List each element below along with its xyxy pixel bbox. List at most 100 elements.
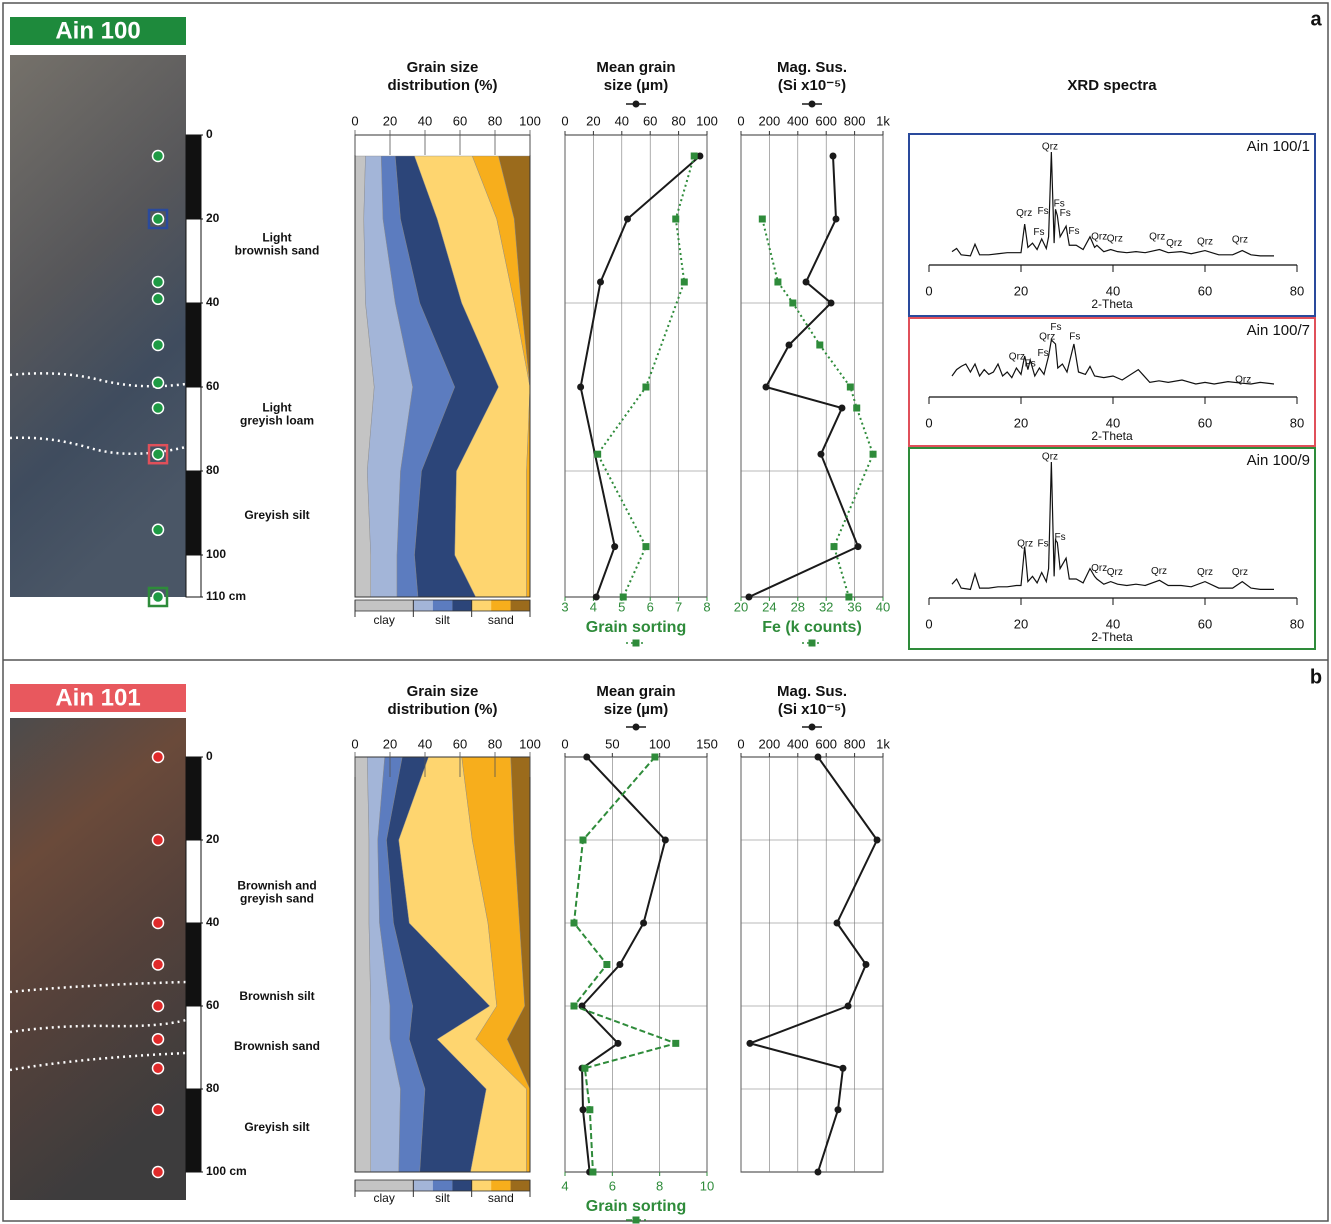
marker: [579, 837, 586, 844]
peak-label: Qrz: [1091, 231, 1107, 242]
marker: [672, 216, 679, 223]
marker: [838, 405, 845, 412]
x-tick-label: 60: [453, 113, 467, 128]
panel-letter: b: [1310, 666, 1322, 688]
depth-label: 60: [206, 379, 220, 393]
sample-point: [153, 1034, 164, 1045]
layer-label: brownish sand: [235, 244, 320, 258]
depth-label: 80: [206, 1081, 220, 1095]
x2-tick-label: 40: [876, 599, 890, 614]
x-tick-label: 20: [1014, 616, 1028, 631]
marker: [833, 920, 840, 927]
x-tick-label: 80: [1290, 415, 1304, 430]
x-tick-label: 0: [925, 415, 932, 430]
x2-tick-label: 8: [656, 1178, 663, 1193]
x2-tick-label: 6: [609, 1178, 616, 1193]
marker: [803, 279, 810, 286]
layer-label: Greyish silt: [244, 1120, 309, 1134]
depth-bar: [186, 1089, 201, 1172]
xrd-sample-title: Ain 100/9: [1247, 452, 1310, 469]
peak-label: Qrz: [1017, 539, 1033, 550]
peak-label: Fs: [1068, 226, 1079, 237]
peak-label: Fs: [1069, 331, 1080, 342]
xrd-sample-title: Ain 100/1: [1247, 138, 1310, 155]
depth-label: 80: [206, 463, 220, 477]
x-tick-label: 40: [418, 736, 432, 751]
marker: [594, 451, 601, 458]
peak-label: Qrz: [1166, 238, 1182, 249]
sample-point: [153, 449, 164, 460]
layer-label: Greyish silt: [244, 508, 309, 522]
legend-label: clay: [373, 613, 394, 627]
site-label: Ain 101: [55, 684, 140, 711]
marker: [642, 384, 649, 391]
x2-tick-label: 7: [675, 599, 682, 614]
marker: [845, 594, 852, 601]
marker: [579, 1106, 586, 1113]
x2-tick-label: 36: [847, 599, 861, 614]
marker: [651, 754, 658, 761]
x-tick-label: 20: [1014, 415, 1028, 430]
peak-label: Qrz: [1042, 141, 1058, 152]
marker: [828, 300, 835, 307]
legend-marker: [633, 640, 640, 647]
marker: [814, 754, 821, 761]
layer-label: Light: [262, 231, 291, 245]
depth-bar: [186, 757, 201, 840]
chart-title: (Si x10⁻⁵): [778, 701, 846, 718]
chart-title: (Si x10⁻⁵): [778, 77, 846, 94]
marker: [616, 961, 623, 968]
marker: [855, 543, 862, 550]
layer-label: greyish loam: [240, 414, 314, 428]
peak-label: Fs: [1025, 359, 1036, 370]
marker: [762, 384, 769, 391]
x-tick-label: 80: [488, 736, 502, 751]
peak-label: Qrz: [1197, 237, 1213, 248]
x-tick-label: 600: [815, 736, 837, 751]
peak-label: Fs: [1038, 348, 1049, 359]
chart-title: Mean grain: [596, 59, 675, 76]
marker: [691, 153, 698, 160]
depth-label: 20: [206, 832, 220, 846]
xrd-sample-title: Ain 100/7: [1247, 322, 1310, 339]
legend-swatch: [355, 600, 413, 611]
layer-label: Brownish silt: [239, 989, 314, 1003]
sample-point: [153, 214, 164, 225]
sample-point: [153, 524, 164, 535]
marker: [672, 1040, 679, 1047]
marker: [831, 543, 838, 550]
marker: [570, 1003, 577, 1010]
legend-marker: [633, 101, 640, 108]
marker: [662, 837, 669, 844]
marker: [611, 543, 618, 550]
marker: [862, 961, 869, 968]
peak-label: Qrz: [1235, 375, 1251, 386]
marker: [597, 279, 604, 286]
x-tick-label: 600: [815, 113, 837, 128]
sample-point: [153, 1063, 164, 1074]
legend-swatch: [413, 600, 432, 611]
x-tick-label: 1k: [876, 736, 890, 751]
sample-point: [153, 403, 164, 414]
legend-label: sand: [488, 613, 514, 627]
x-tick-label: 80: [671, 113, 685, 128]
marker: [814, 1169, 821, 1176]
depth-bar: [186, 387, 201, 471]
marker: [785, 342, 792, 349]
x-axis-title: 2-Theta: [1091, 630, 1133, 644]
legend-label: sand: [488, 1191, 514, 1205]
layer-label: greyish sand: [240, 892, 314, 906]
depth-label: 60: [206, 998, 220, 1012]
x-tick-label: 20: [1014, 283, 1028, 298]
marker: [583, 754, 590, 761]
x-axis-title: 2-Theta: [1091, 297, 1133, 311]
layer-label: Light: [262, 401, 291, 415]
legend-swatch: [413, 1180, 432, 1191]
peak-label: Qrz: [1232, 567, 1248, 578]
chart-title: Mean grain: [596, 683, 675, 700]
x-tick-label: 40: [615, 113, 629, 128]
legend-marker: [809, 101, 816, 108]
chart-title: size (µm): [604, 77, 669, 94]
x-tick-label: 100: [519, 113, 541, 128]
x-tick-label: 150: [696, 736, 718, 751]
